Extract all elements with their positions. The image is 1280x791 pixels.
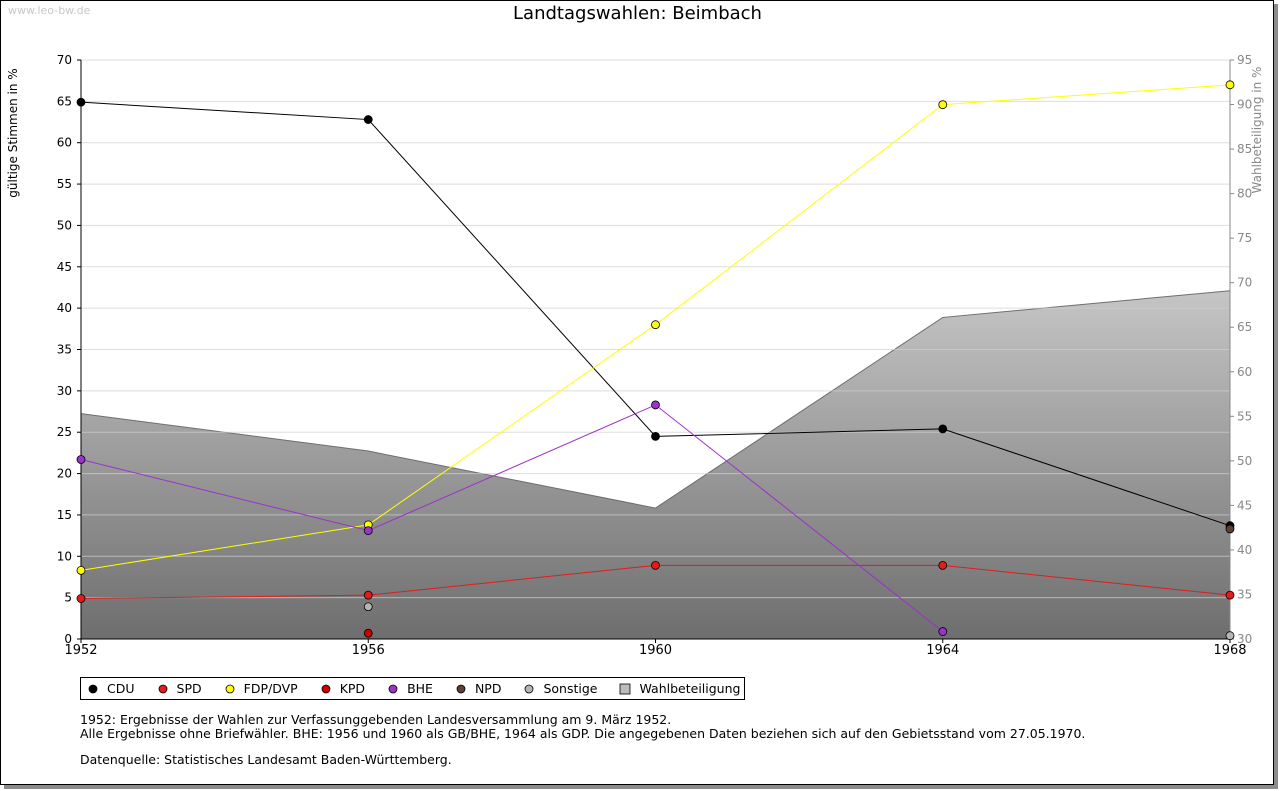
legend-label: NPD <box>474 681 502 696</box>
y2-tick-label: 50 <box>1237 454 1252 468</box>
y2-tick-label: 40 <box>1237 543 1252 557</box>
legend-item-spd: SPD <box>157 681 202 696</box>
data-source: Datenquelle: Statistisches Landesamt Bad… <box>80 752 452 767</box>
chart-title: Landtagswahlen: Beimbach <box>513 3 762 24</box>
legend-item-npd: NPD <box>455 681 502 696</box>
legend-item-bhe: BHE <box>387 681 433 696</box>
point-cdu-1952 <box>76 97 86 107</box>
y2-tick-label: 45 <box>1237 498 1252 512</box>
point-spd-1956 <box>363 590 373 600</box>
legend-label: BHE <box>407 681 433 696</box>
x-tick-label: 1960 <box>639 643 672 658</box>
x-tick-label: 1968 <box>1213 643 1246 658</box>
point-sonstige-1968 <box>1225 631 1235 641</box>
y2-tick-label: 75 <box>1237 231 1252 245</box>
point-bhe-1964 <box>938 627 948 636</box>
point-fdp-dvp-1964 <box>938 100 948 110</box>
legend-item-cdu: CDU <box>87 681 135 696</box>
y2-tick-label: 80 <box>1237 187 1252 201</box>
x-tick-label: 1964 <box>926 643 959 658</box>
point-fdp-dvp-1960 <box>651 320 660 330</box>
point-spd-1964 <box>938 560 948 570</box>
legend-marker <box>225 684 235 693</box>
y-tick-label: 70 <box>57 53 72 67</box>
point-npd-1968 <box>1225 524 1235 534</box>
y2-tick-label: 35 <box>1237 587 1252 601</box>
footnote-general: Alle Ergebnisse ohne Briefwähler. BHE: 1… <box>80 726 1086 741</box>
y-tick-label: 0 <box>64 632 72 646</box>
y-tick-label: 10 <box>57 549 72 563</box>
y-tick-label: 65 <box>57 94 72 108</box>
y-tick-label: 25 <box>57 425 72 439</box>
y-tick-label: 35 <box>57 343 72 357</box>
y-tick-label: 30 <box>57 384 72 398</box>
turnout-area <box>81 290 1230 639</box>
legend-item-fdp-dvp: FDP/DVP <box>224 681 298 696</box>
footnote-1952: 1952: Ergebnisse der Wahlen zur Verfassu… <box>80 712 672 727</box>
point-bhe-1952 <box>76 455 86 464</box>
y-tick-label: 45 <box>57 260 72 274</box>
point-fdp-dvp-1968 <box>1225 80 1235 90</box>
legend-item-wahlbeteiligung: Wahlbeteiligung <box>619 681 740 696</box>
legend: CDU SPD FDP/DVP KPD BHE NPD Sonstige Wahlbeteil… <box>80 677 746 700</box>
legend-marker <box>88 684 98 693</box>
y2-tick-label: 70 <box>1237 276 1252 290</box>
y2-tick-label: 65 <box>1237 320 1252 334</box>
legend-item-sonstige: Sonstige <box>523 681 597 696</box>
y-tick-label: 5 <box>64 591 72 605</box>
y2-tick-label: 60 <box>1237 365 1252 379</box>
point-bhe-1960 <box>651 400 660 410</box>
legend-label: FDP/DVP <box>243 681 298 696</box>
point-cdu-1956 <box>363 115 373 124</box>
legend-label: SPD <box>176 681 202 696</box>
y2-tick-label: 55 <box>1237 409 1252 423</box>
point-spd-1968 <box>1225 590 1235 600</box>
legend-marker <box>158 684 167 693</box>
point-cdu-1960 <box>651 431 660 441</box>
point-fdp-dvp-1952 <box>76 565 86 575</box>
y-tick-label: 20 <box>57 467 72 481</box>
legend-marker <box>321 684 331 693</box>
legend-label: Wahlbeteiligung <box>639 681 741 696</box>
legend-label: KPD <box>339 681 366 696</box>
y-tick-label: 60 <box>57 136 72 150</box>
y2-tick-label: 90 <box>1237 98 1252 112</box>
y-tick-label: 15 <box>57 508 72 522</box>
legend-marker <box>456 684 466 693</box>
y-axis-title: gültige Stimmen in % <box>6 68 20 197</box>
legend-marker <box>388 684 398 693</box>
x-tick-label: 1952 <box>64 643 97 658</box>
point-sonstige-1956 <box>363 602 373 612</box>
x-tick-label: 1956 <box>352 643 385 658</box>
point-cdu-1964 <box>938 424 948 434</box>
y2-axis-title: Wahlbeteiligung in % <box>1250 67 1264 194</box>
footnotes: 1952: Ergebnisse der Wahlen zur Verfassu… <box>80 713 1085 767</box>
y-tick-label: 50 <box>57 218 72 232</box>
watermark: www.leo-bw.de <box>8 4 91 17</box>
chart-plot: 0 5 10 15 20 25 30 35 40 45 50 55 60 65 70 30 35 40 45 50 55… <box>6 53 1264 658</box>
y-tick-label: 40 <box>57 301 72 315</box>
legend-label: CDU <box>107 681 135 696</box>
legend-marker <box>525 684 534 693</box>
y2-tick-label: 30 <box>1237 632 1252 646</box>
point-spd-1960 <box>651 560 660 570</box>
legend-label: Sonstige <box>543 681 598 696</box>
y-tick-label: 55 <box>57 177 72 191</box>
point-spd-1952 <box>76 594 86 603</box>
point-bhe-1956 <box>363 526 373 536</box>
y2-tick-label: 85 <box>1237 142 1252 156</box>
y2-tick-label: 95 <box>1237 53 1252 67</box>
legend-square-marker <box>620 683 631 694</box>
series-line-bhe <box>80 404 944 632</box>
point-kpd-1956 <box>363 628 373 638</box>
legend-item-kpd: KPD <box>320 681 365 696</box>
